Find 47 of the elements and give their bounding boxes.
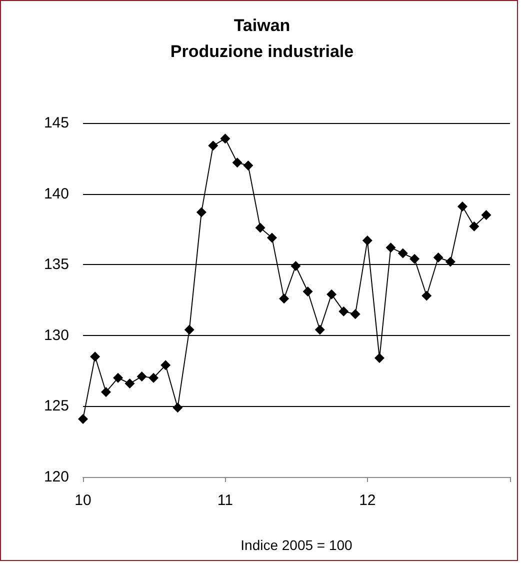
point <box>243 160 254 170</box>
point <box>148 372 159 383</box>
y-tick-label: 125 <box>44 398 69 415</box>
chart-subtitle: Produzione industriale <box>170 42 354 61</box>
y-tick-label: 130 <box>44 326 69 344</box>
x-axis-title: Indice 2005 = 100 <box>240 537 353 553</box>
y-tick-label: 135 <box>44 256 69 274</box>
point <box>220 134 230 144</box>
point <box>90 352 100 362</box>
chart-title: Taiwan <box>234 16 290 35</box>
point <box>362 236 372 246</box>
point <box>279 294 290 304</box>
x-tick-label: 12 <box>359 492 376 509</box>
point <box>232 158 242 168</box>
point <box>160 360 171 370</box>
y-tick-label: 120 <box>44 468 69 486</box>
point <box>78 414 88 424</box>
x-tick-label: 11 <box>217 492 233 509</box>
point <box>338 306 349 316</box>
point <box>302 286 313 297</box>
point <box>196 207 206 218</box>
point <box>481 210 492 220</box>
point <box>374 353 384 364</box>
point <box>184 324 194 335</box>
point <box>398 248 408 258</box>
point <box>469 221 480 232</box>
point <box>113 372 124 383</box>
point <box>136 371 147 382</box>
point <box>410 254 420 264</box>
point <box>350 309 360 320</box>
point <box>445 256 456 267</box>
point <box>124 378 135 389</box>
point <box>422 290 432 301</box>
y-tick-label: 140 <box>44 185 69 202</box>
x-tick-label: 10 <box>74 492 92 509</box>
point <box>290 261 301 272</box>
y-tick-label: 145 <box>44 114 69 132</box>
point <box>326 289 337 300</box>
point <box>100 387 111 398</box>
point <box>172 402 183 413</box>
point <box>255 222 266 233</box>
point <box>208 140 218 151</box>
point <box>433 252 444 263</box>
point <box>457 202 468 212</box>
point <box>266 232 277 243</box>
point <box>386 242 396 253</box>
point <box>314 324 325 335</box>
